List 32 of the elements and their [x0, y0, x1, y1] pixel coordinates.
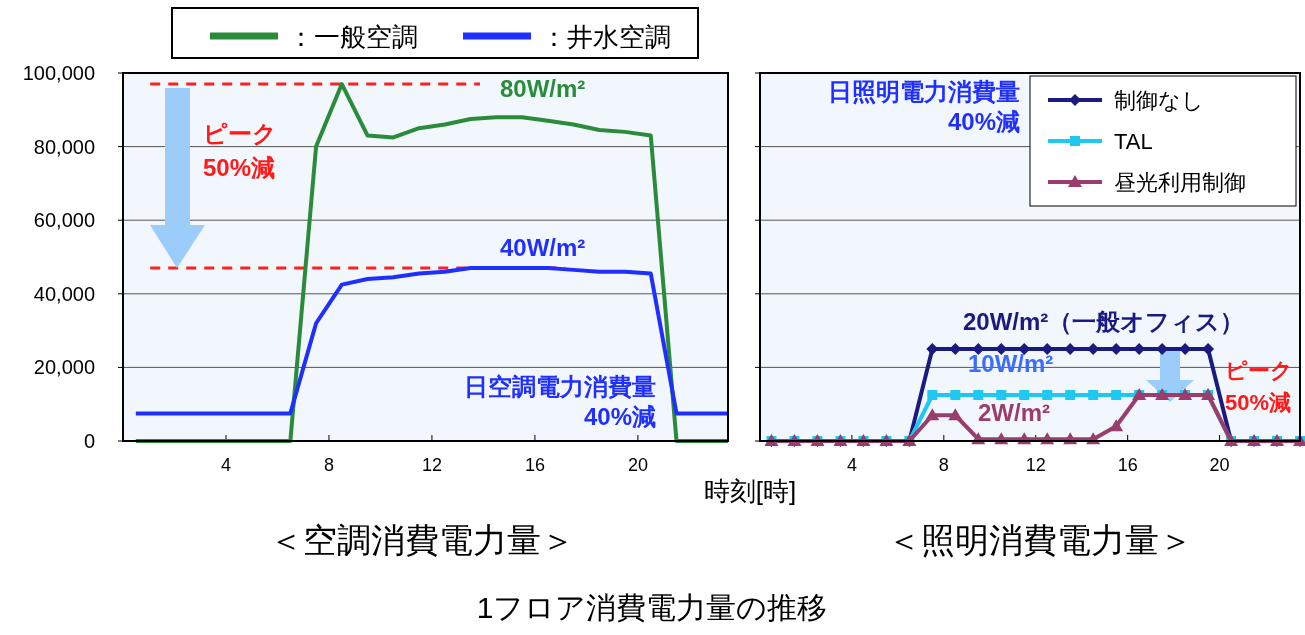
text: ＜照明消費電力量＞ [887, 521, 1193, 559]
x-tick-label: 20 [627, 455, 648, 475]
annotation: 日照明電力消費量 40%減 [828, 78, 1020, 135]
y-tick-label: 20,000 [33, 356, 95, 379]
legend-label: TAL [1114, 129, 1153, 154]
x-tick-label: 12 [1025, 455, 1046, 475]
x-tick-label: 8 [323, 455, 334, 475]
x-tick-label: 20 [1209, 455, 1230, 475]
annotation: 80W/m² [500, 75, 586, 102]
text: ＜空調消費電力量＞ [269, 521, 575, 559]
y-tick-label: 40,000 [33, 282, 95, 305]
annotation: 2W/m² [978, 399, 1051, 426]
y-tick-label: 0 [83, 430, 95, 452]
x-tick-label: 16 [1117, 455, 1138, 475]
annotation: 20W/m²（一般オフィス） [963, 308, 1245, 335]
y-tick-label: 100,000 [22, 62, 95, 84]
x-tick-label: 16 [524, 455, 545, 475]
x-tick-label: 12 [421, 455, 442, 475]
legend-label: ：井水空調 [541, 22, 671, 52]
x-axis-title: 時刻[時] [703, 476, 797, 506]
x-tick-label: 4 [220, 455, 231, 475]
legend-label: 昼光利用制御 [1114, 170, 1246, 195]
text: 1フロア消費電力量の推移 [476, 591, 828, 624]
x-tick-label: 4 [846, 455, 857, 475]
y-tick-label: 80,000 [33, 135, 95, 158]
annotation: 40W/m² [500, 234, 586, 261]
x-tick-label: 8 [938, 455, 949, 475]
y-tick-label: 60,000 [33, 209, 95, 232]
annotation: ピーク 50%減 [203, 120, 277, 181]
legend-label: 制御なし [1114, 88, 1204, 113]
annotation: 日空調電力消費量 40%減 [464, 373, 656, 430]
legend-label: ：一般空調 [288, 22, 418, 52]
